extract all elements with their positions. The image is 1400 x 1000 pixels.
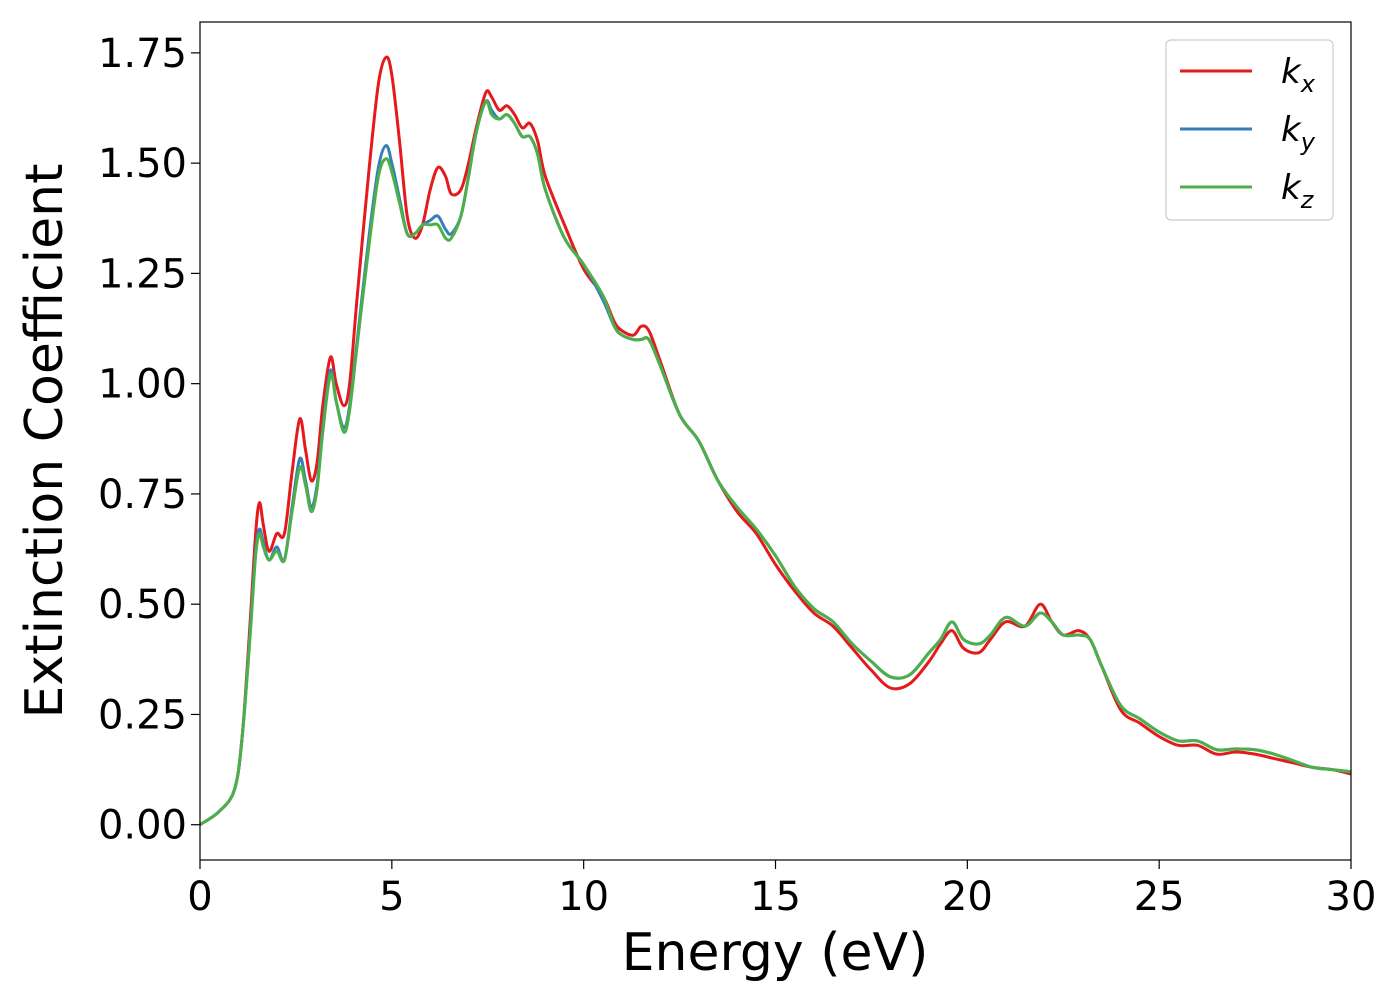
- y-tick-label: 1.75: [98, 31, 187, 77]
- x-axis: 0 5 10 15 20 25 30: [187, 860, 1376, 920]
- series-line-kz: [199, 99, 1352, 826]
- y-tick-label: 1.50: [98, 141, 187, 187]
- x-tick-label: 20: [942, 874, 993, 920]
- y-tick-label: 0.25: [98, 692, 187, 738]
- x-tick-label: 30: [1326, 874, 1377, 920]
- y-axis-title: Extinction Coefficient: [15, 164, 75, 719]
- y-tick-label: 1.00: [98, 362, 187, 408]
- x-tick-label: 5: [379, 874, 404, 920]
- series-layer: [199, 55, 1352, 826]
- x-axis-title: Energy (eV): [622, 923, 929, 983]
- y-tick-label: 1.25: [98, 251, 187, 297]
- x-tick-label: 25: [1134, 874, 1185, 920]
- x-tick-label: 10: [558, 874, 609, 920]
- y-tick-label: 0.75: [98, 472, 187, 518]
- y-tick-label: 0.00: [98, 803, 187, 849]
- x-tick-label: 0: [187, 874, 212, 920]
- x-tick-label: 15: [750, 874, 801, 920]
- y-tick-label: 0.50: [98, 582, 187, 628]
- y-axis: 0.00 0.25 0.50 0.75 1.00 1.25 1.50 1.75: [98, 31, 200, 849]
